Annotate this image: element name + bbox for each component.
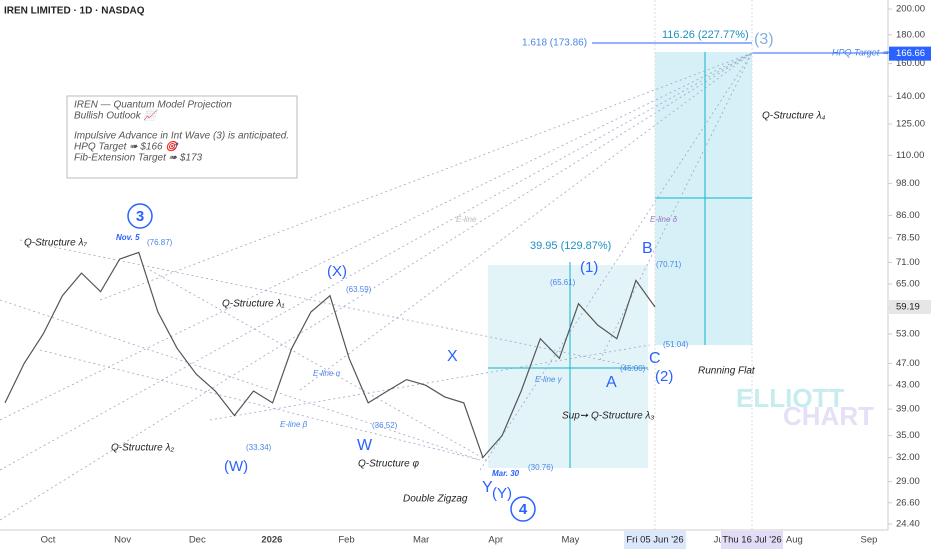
y-tick-label: 110.00 [896,150,924,161]
wave-label: C [649,350,661,367]
y-tick-label: 65.00 [896,279,920,290]
y-tick-label: 29.00 [896,476,920,487]
y-tick-label: 24.40 [896,518,920,529]
wave-label: (3) [754,31,774,48]
x-tick-label: Sep [861,535,878,546]
x-tick-label: Apr [488,535,503,546]
y-tick-label: 26.60 [896,497,920,508]
date-label: Thu 16 Jul '26 [722,535,781,546]
x-tick-label: Feb [338,535,354,546]
date-badge [721,531,783,549]
y-tick-label: 78.50 [896,232,920,243]
label: Q-Structure λ₂ [111,443,174,454]
price-tag-label: 166.66 [896,48,925,59]
y-tick-label: 35.00 [896,430,920,441]
wave-label: (Y) [492,485,512,502]
info-line: Bullish Outlook 📈 [74,109,158,122]
label: (36.52) [372,421,398,430]
x-tick-label: Mar [413,535,429,546]
label: 1.618 (173.86) [522,38,587,49]
label: Nov. 5 [116,233,140,242]
y-tick-label: 39.00 [896,404,920,415]
wave-label: X [447,348,458,365]
label: 39.95 (129.87%) [530,240,611,252]
wave-circle [510,496,536,522]
y-tick-label: 32.00 [896,452,920,463]
label: (51.04) [663,340,689,349]
info-line: IREN — Quantum Model Projection [74,100,232,111]
x-tick-label: 2026 [261,535,282,546]
y-tick-label: 160.00 [896,58,925,69]
wave-label: W [357,437,373,454]
label: (70.71) [656,260,682,269]
x-tick-label: Oct [41,535,56,546]
info-line: Impulsive Advance in Int Wave (3) is ant… [74,131,289,142]
price-line [4,251,656,459]
label: Mar. 30 [492,469,520,478]
wave-label: (W) [224,458,248,475]
info-line: Fib-Extension Target ➠ $173 [74,153,203,164]
wave-label: A [606,374,617,391]
label: Double Zigzag [403,494,468,505]
label: (33.34) [246,443,272,452]
y-tick-label: 47.00 [896,358,920,369]
label: (30.76) [528,463,554,472]
wave-label: Y [482,479,493,496]
label: E-line α [313,369,341,378]
projection-zones [0,0,889,531]
wave-label: (X) [327,263,347,280]
label: Q-Structure φ [358,459,419,470]
label: E-line δ [650,215,678,224]
label: E-line γ [535,375,563,384]
y-tick-label: 180.00 [896,29,925,40]
x-tick-label: May [561,535,579,546]
label: Q-Structure λ₇ [24,238,87,249]
date-label: Fri 05 Jun '26 [626,535,683,546]
label: (65.61) [550,278,576,287]
label: Q-Structure λ₁ [222,299,285,310]
label: Sup➙ Q-Structure λ₃ [562,411,654,422]
price-tag [889,300,931,315]
x-tick-label: Dec [189,535,206,546]
y-tick-label: 53.00 [896,329,920,340]
watermark: CHART [783,401,874,431]
info-text: IREN — Quantum Model Projection Bullish … [74,100,289,164]
label: (63.59) [346,285,372,294]
y-tick-label: 98.00 [896,178,920,189]
y-tick-label: 140.00 [896,91,925,102]
label: 116.26 (227.77%) [662,29,749,41]
y-tick-label: 43.00 [896,380,920,391]
price-tag [889,46,931,61]
label: (46.00) [620,364,646,373]
label: (76.87) [147,238,173,247]
date-badge [624,531,686,549]
wave-label: B [642,240,653,257]
label: HPQ Target ➠ [832,47,890,57]
y-tick-label: 71.00 [896,257,920,268]
label: Running Flat [698,366,756,377]
label: E-line [456,215,477,224]
wave-label: (2) [655,368,673,385]
y-tick-label: 200.00 [896,4,925,15]
info-line: HPQ Target ➠ $166 🎯 [74,141,180,153]
x-tick-label: Aug [786,535,803,546]
wave-label: 3 [136,208,144,225]
label: Q-Structure λ₄ [762,111,825,122]
info-box [66,95,298,179]
annotations: 1.618 (173.86) 116.26 (227.77%) (3) HPQ … [24,29,890,522]
x-tick-label: Nov [114,535,131,546]
wave-circle [127,203,153,229]
y-tick-label: 86.00 [896,210,920,221]
label: E-line β [280,420,308,429]
x-tick-label: Jul [714,535,726,546]
y-tick-label: 125.00 [896,119,925,130]
price-tag-label: 59.19 [896,302,920,313]
wave-label: 4 [519,501,528,518]
wave-label: (1) [580,259,598,276]
watermark: ELLIOTT [736,383,844,413]
chart-title: IREN LIMITED · 1D · NASDAQ [4,6,145,17]
